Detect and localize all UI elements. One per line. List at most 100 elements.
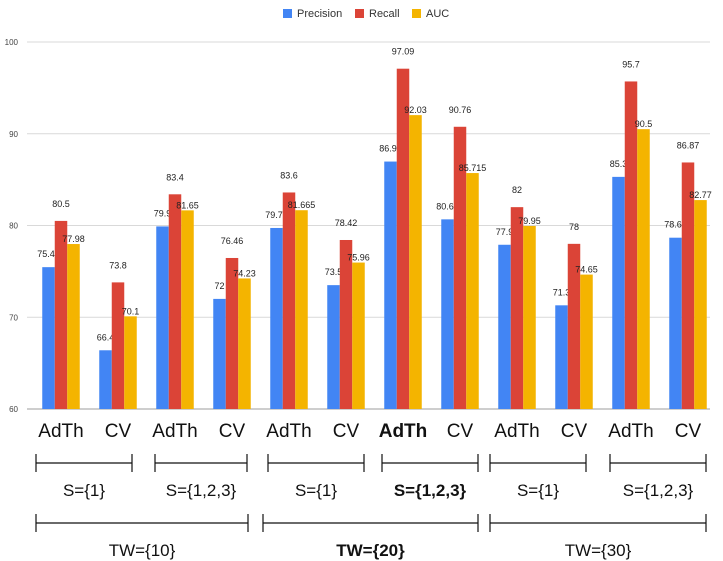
bar bbox=[238, 278, 251, 409]
category-label: CV bbox=[105, 421, 132, 442]
data-label: 83.6 bbox=[280, 170, 298, 180]
set-label: S={1} bbox=[517, 481, 559, 500]
data-label: 80.67 bbox=[436, 201, 459, 211]
bar bbox=[42, 267, 55, 409]
tw-label: TW={10} bbox=[109, 541, 176, 560]
y-tick-label: 60 bbox=[9, 405, 18, 414]
bar bbox=[282, 192, 296, 409]
data-label: 81.665 bbox=[288, 200, 316, 210]
bar bbox=[580, 274, 593, 409]
tw-label: TW={20} bbox=[336, 541, 405, 560]
data-label: 81.65 bbox=[176, 200, 199, 210]
bar bbox=[669, 237, 682, 409]
data-label: 66.4 bbox=[97, 332, 115, 342]
bar bbox=[67, 244, 80, 409]
data-label: 73.8 bbox=[109, 260, 127, 270]
legend-swatch bbox=[355, 9, 364, 18]
set-label: S={1} bbox=[63, 481, 105, 500]
category-label: AdTh bbox=[379, 421, 428, 442]
y-tick-label: 70 bbox=[9, 313, 18, 322]
set-label: S={1,2,3} bbox=[394, 481, 467, 500]
category-label: AdTh bbox=[152, 421, 197, 442]
set-label: S={1,2,3} bbox=[623, 481, 694, 500]
bar bbox=[156, 226, 169, 409]
bar bbox=[567, 243, 581, 409]
data-label: 71.3 bbox=[553, 287, 571, 297]
category-label: CV bbox=[219, 421, 246, 442]
data-label: 92.03 bbox=[404, 105, 427, 115]
bar bbox=[181, 210, 194, 409]
bar bbox=[213, 298, 226, 409]
y-tick-label: 90 bbox=[9, 130, 18, 139]
bar bbox=[453, 126, 467, 409]
bar bbox=[352, 262, 365, 409]
bar bbox=[124, 316, 137, 409]
data-label: 70.1 bbox=[122, 306, 140, 316]
y-tick-label: 80 bbox=[9, 222, 18, 231]
data-label: 82.77 bbox=[689, 190, 712, 200]
bar bbox=[168, 194, 182, 409]
data-label: 73.5 bbox=[325, 267, 343, 277]
data-label: 77.9 bbox=[496, 227, 514, 237]
bar bbox=[270, 227, 283, 409]
bar bbox=[384, 161, 397, 409]
data-label: 86.87 bbox=[677, 140, 700, 150]
legend-label: Precision bbox=[297, 8, 342, 20]
set-label: S={1} bbox=[295, 481, 337, 500]
category-label: AdTh bbox=[38, 421, 83, 442]
bar bbox=[295, 210, 308, 409]
bar bbox=[555, 305, 568, 409]
category-label: CV bbox=[333, 421, 360, 442]
data-label: 77.98 bbox=[62, 234, 85, 244]
bar bbox=[54, 220, 68, 409]
y-tick-label: 100 bbox=[5, 38, 19, 47]
data-label: 85.3 bbox=[610, 159, 628, 169]
bar bbox=[510, 207, 524, 409]
data-label: 80.5 bbox=[52, 199, 70, 209]
data-label: 74.23 bbox=[233, 268, 256, 278]
legend-label: Recall bbox=[369, 8, 400, 20]
bar bbox=[327, 285, 340, 409]
data-label: 90.5 bbox=[635, 119, 653, 129]
bar bbox=[523, 225, 536, 409]
data-label: 78 bbox=[569, 222, 579, 232]
data-label: 74.65 bbox=[575, 265, 598, 275]
data-label: 85.715 bbox=[459, 163, 487, 173]
tw-label: TW={30} bbox=[565, 541, 632, 560]
data-label: 82 bbox=[512, 185, 522, 195]
legend-swatch bbox=[412, 9, 421, 18]
category-label: CV bbox=[561, 421, 588, 442]
bar bbox=[111, 282, 125, 409]
bar bbox=[225, 257, 239, 409]
data-label: 72 bbox=[214, 281, 224, 291]
data-label: 83.4 bbox=[166, 172, 184, 182]
category-label: AdTh bbox=[494, 421, 539, 442]
data-label: 75.96 bbox=[347, 253, 370, 263]
bar bbox=[466, 173, 479, 409]
bar bbox=[441, 219, 454, 409]
bar bbox=[612, 176, 625, 409]
bar bbox=[99, 350, 112, 409]
bar bbox=[409, 115, 422, 409]
set-label: S={1,2,3} bbox=[166, 481, 237, 500]
category-label: CV bbox=[675, 421, 702, 442]
bar bbox=[339, 239, 353, 409]
bar bbox=[396, 68, 410, 409]
data-label: 79.9 bbox=[154, 208, 172, 218]
bar bbox=[681, 162, 695, 409]
data-label: 95.7 bbox=[622, 59, 640, 69]
category-label: CV bbox=[447, 421, 474, 442]
bar bbox=[637, 129, 650, 409]
bar bbox=[694, 200, 707, 409]
data-label: 97.09 bbox=[392, 47, 415, 57]
legend-label: AUC bbox=[426, 8, 449, 20]
data-label: 79.95 bbox=[518, 216, 541, 226]
category-label: AdTh bbox=[266, 421, 311, 442]
data-label: 86.97 bbox=[379, 144, 402, 154]
data-label: 78.67 bbox=[664, 220, 687, 230]
data-label: 76.46 bbox=[221, 236, 244, 246]
bar bbox=[624, 81, 638, 409]
bar bbox=[498, 244, 511, 409]
category-label: AdTh bbox=[608, 421, 653, 442]
